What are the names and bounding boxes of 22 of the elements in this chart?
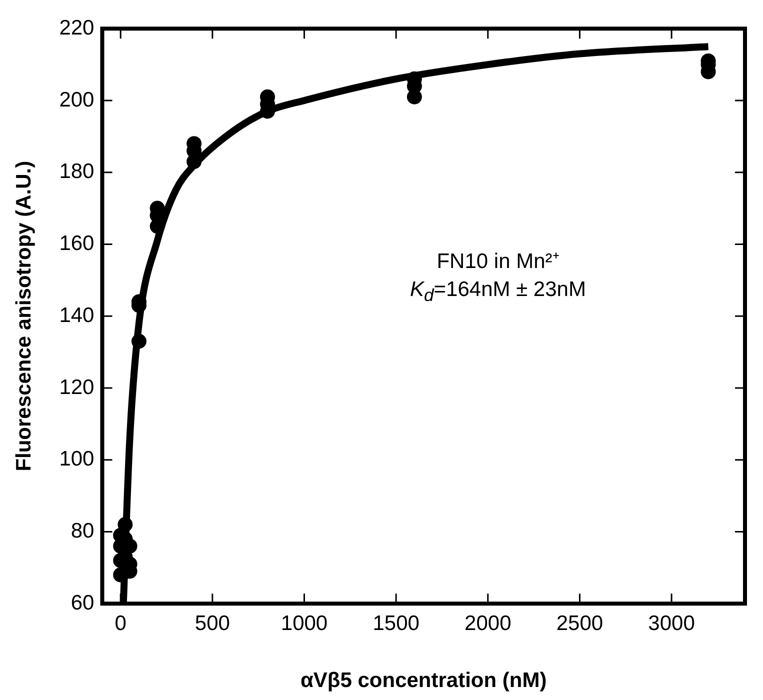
x-tick-label: 0 bbox=[114, 612, 126, 635]
y-tick-label: 120 bbox=[59, 376, 94, 399]
y-tick-label: 220 bbox=[59, 16, 94, 40]
x-tick-label: 1500 bbox=[372, 612, 420, 635]
point bbox=[131, 334, 146, 349]
y-tick-label: 140 bbox=[59, 304, 94, 327]
x-tick-label: 2500 bbox=[556, 612, 604, 635]
y-tick-label: 60 bbox=[70, 591, 94, 614]
y-axis-title: Fluorescence anisotropy (A.U.) bbox=[12, 160, 36, 472]
y-tick-label: 80 bbox=[70, 520, 94, 543]
y-tick-label: 160 bbox=[59, 232, 94, 256]
x-tick-label: 1000 bbox=[280, 612, 328, 635]
point bbox=[118, 517, 133, 532]
x-tick-label: 3000 bbox=[648, 612, 695, 635]
x-axis-title: αVβ5 concentration (nM) bbox=[300, 669, 547, 692]
annotation: K$_{d}$=164nM ± 23nM bbox=[409, 277, 587, 308]
y-tick-label: 100 bbox=[59, 448, 94, 471]
annotation: FN10 in Mn²⁺ bbox=[436, 249, 560, 275]
x-tick-label: 2000 bbox=[464, 612, 512, 635]
y-tick-label: 180 bbox=[59, 160, 94, 184]
x-tick-label: 500 bbox=[194, 612, 230, 635]
y-tick-label: 200 bbox=[59, 88, 94, 112]
